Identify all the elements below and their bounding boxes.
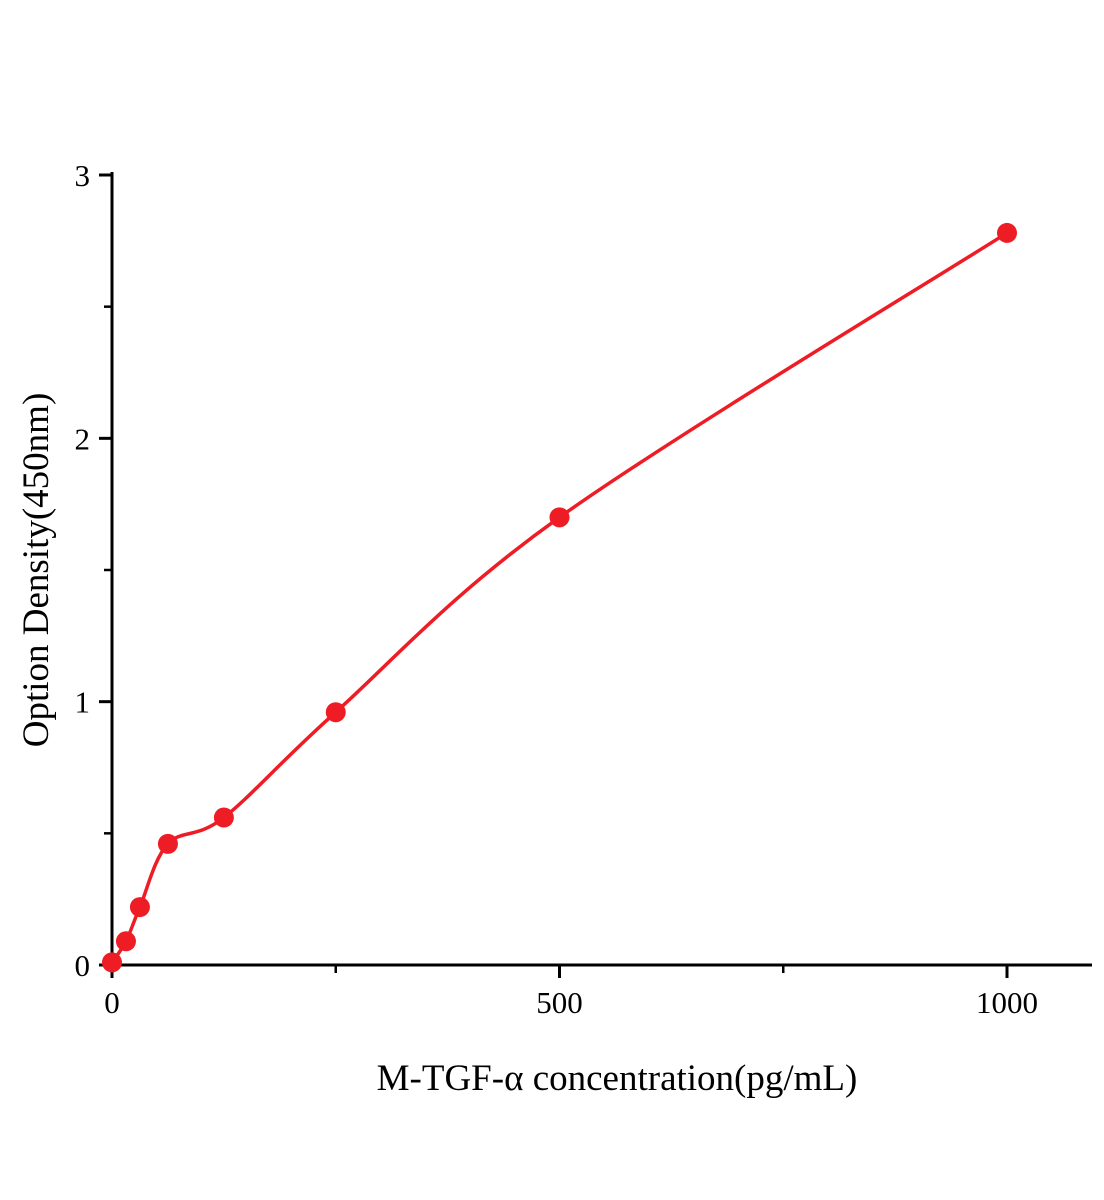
y-tick-label: 1 [75, 685, 91, 720]
x-tick-label: 0 [104, 985, 120, 1020]
x-tick-label: 500 [536, 985, 583, 1020]
x-axis-title: M-TGF-α concentration(pg/mL) [377, 1058, 858, 1099]
y-tick-label: 0 [75, 948, 91, 983]
data-point-marker [115, 931, 136, 952]
data-series-layer [102, 222, 1017, 973]
data-point-marker [325, 702, 346, 723]
axes-layer: 0 500 1000 0 1 2 3 [75, 158, 1092, 1020]
data-point-marker [129, 897, 150, 918]
x-tick-label: 1000 [976, 985, 1038, 1020]
y-axis-title: Option Density(450nm) [16, 393, 57, 748]
data-point-marker [157, 833, 178, 854]
data-point-marker [549, 507, 570, 528]
y-tick-label: 3 [75, 158, 91, 193]
y-tick-label: 2 [75, 421, 91, 456]
fit-curve [110, 231, 1009, 965]
data-point-marker [997, 222, 1017, 243]
data-point-marker [213, 807, 234, 828]
data-point-marker [102, 952, 122, 973]
